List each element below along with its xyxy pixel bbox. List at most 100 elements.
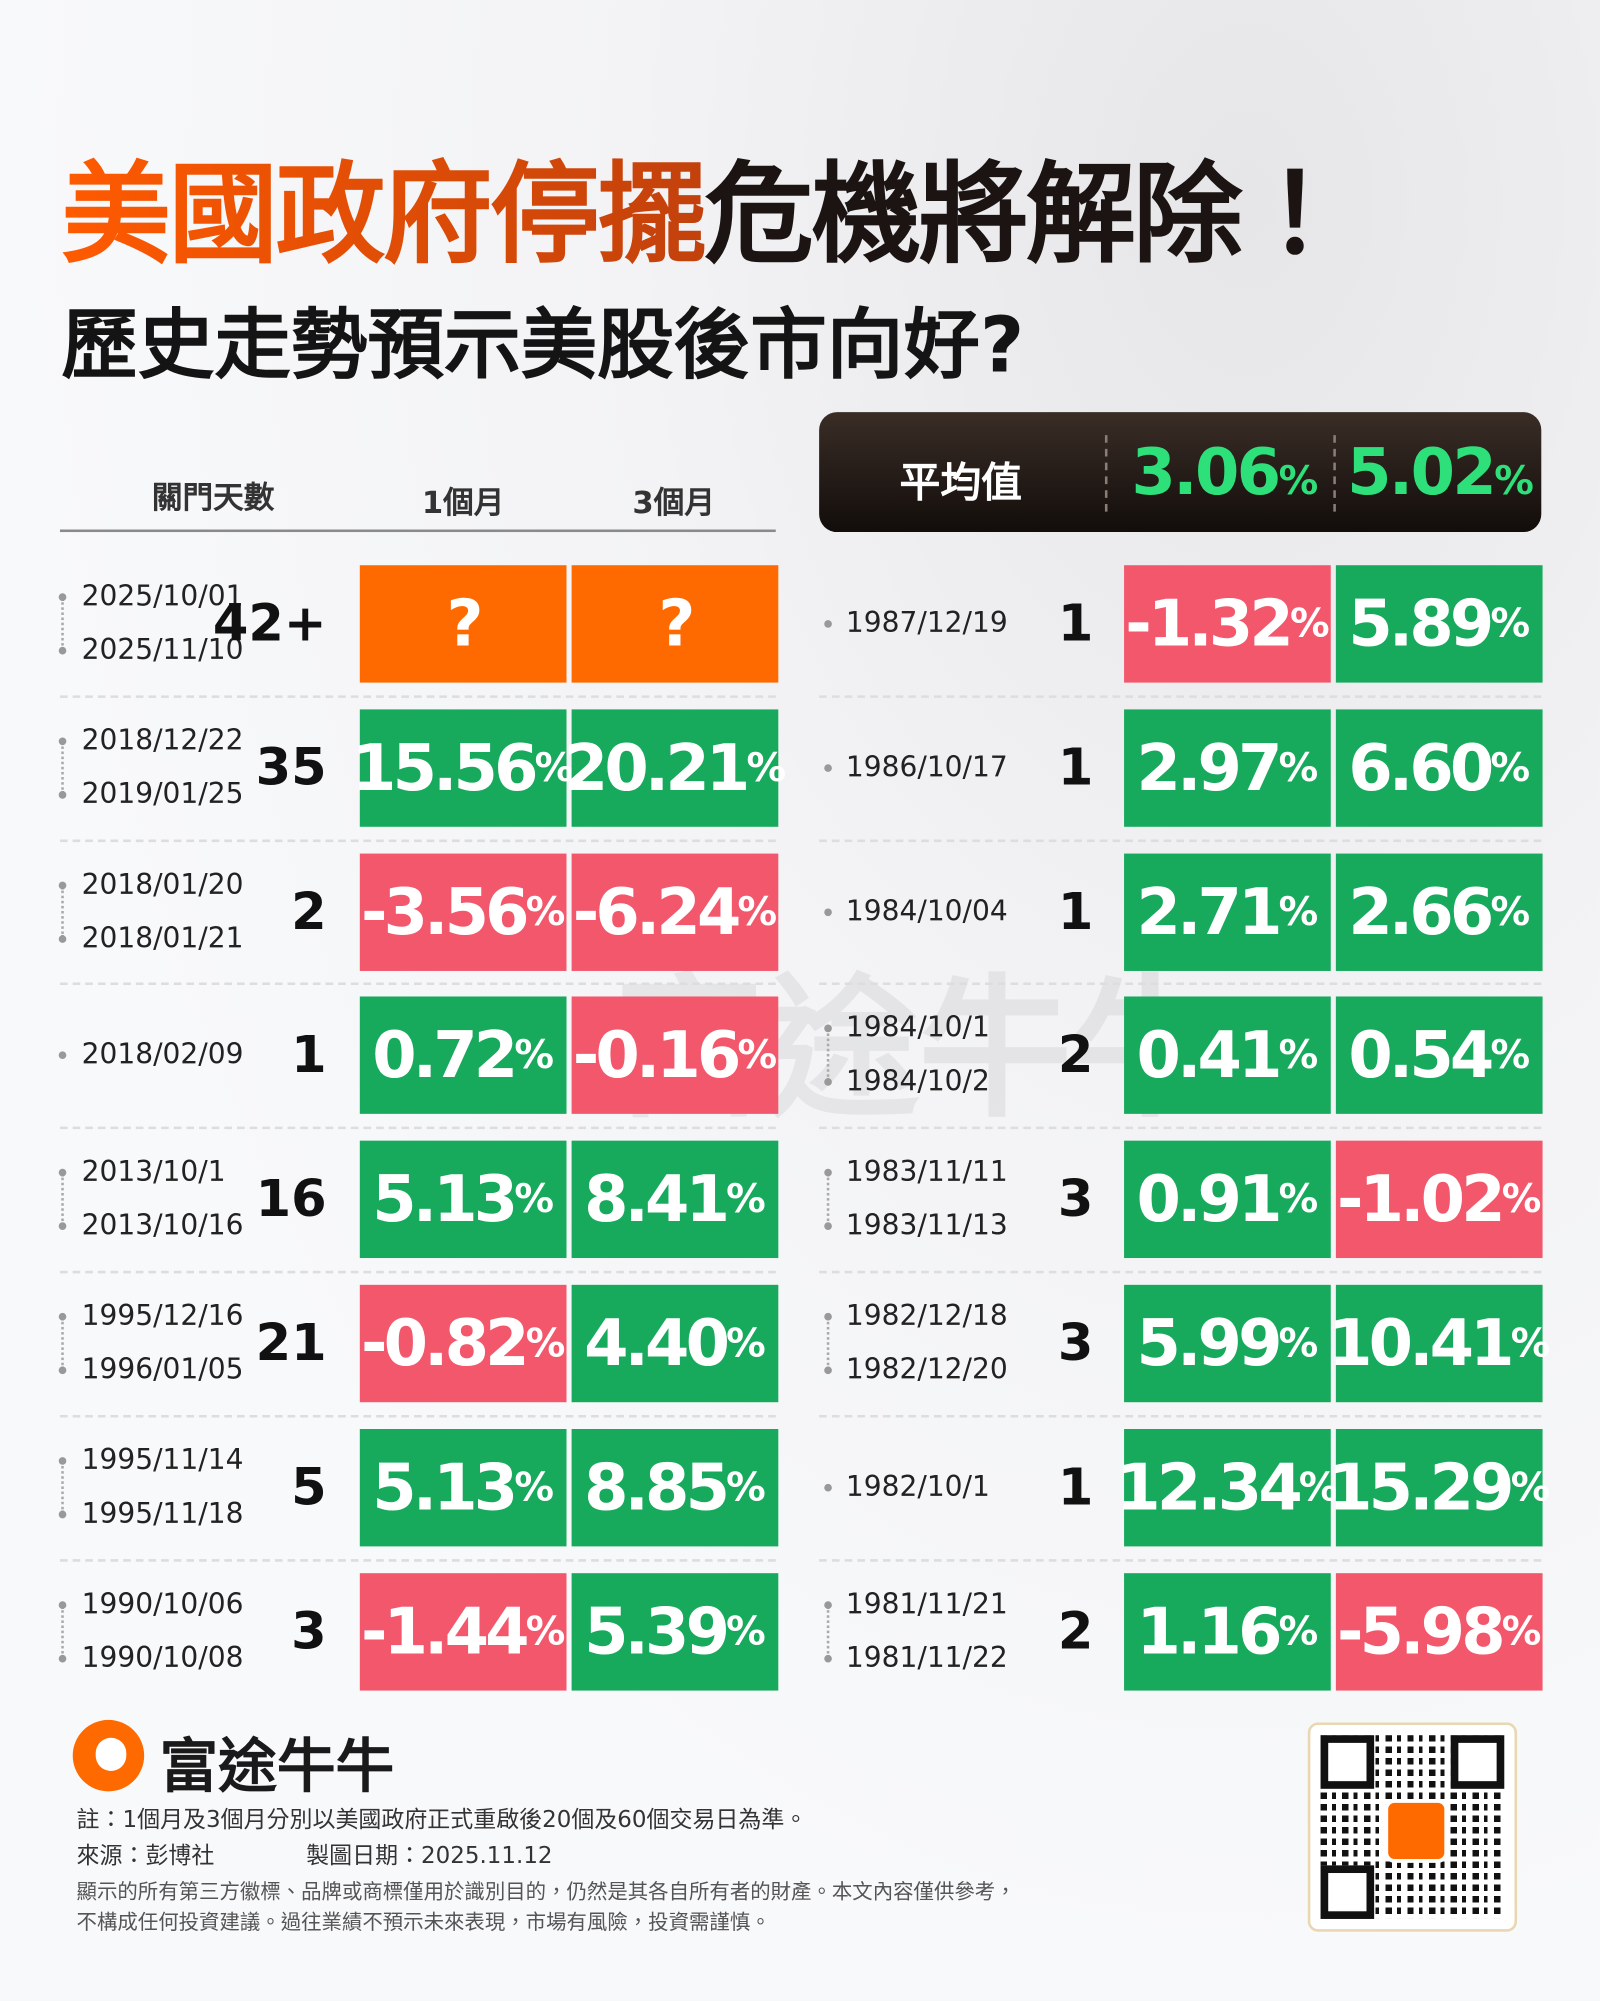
- title: 美國政府停擺危機將解除！: [61, 125, 1350, 284]
- bullet: [824, 1312, 832, 1321]
- separator: [1104, 435, 1108, 512]
- value: ?: [658, 586, 695, 661]
- date: 1981/11/21: [845, 1588, 1008, 1621]
- value: 5.99: [1136, 1306, 1283, 1381]
- connector: [61, 742, 64, 794]
- column-header: 3個月: [632, 484, 715, 521]
- value: -1.44: [360, 1594, 530, 1669]
- title-highlight: 美國政府停擺: [61, 151, 707, 280]
- date: 2018/01/21: [81, 922, 244, 955]
- shutdown-days: 1: [1057, 594, 1094, 654]
- shutdown-days: 35: [255, 738, 327, 798]
- disclaimer: 不構成任何投資建議。過往業績不預示未來表現，市場有風險，投資需謹慎。: [76, 1910, 771, 1935]
- average-1m: 3.06%: [1131, 435, 1318, 509]
- value: 5.39: [584, 1594, 730, 1669]
- bullet: [824, 1366, 832, 1375]
- date: 2019/01/25: [81, 778, 244, 811]
- value: 2.97: [1136, 730, 1283, 805]
- row-divider: [819, 1126, 1542, 1130]
- date: 1996/01/05: [81, 1354, 244, 1387]
- unit: %: [726, 1176, 766, 1223]
- unit: %: [525, 1320, 566, 1367]
- bullet: [824, 1654, 832, 1662]
- unit: %: [1289, 600, 1330, 647]
- unit: %: [1501, 1176, 1542, 1223]
- date: 1982/12/20: [845, 1354, 1008, 1387]
- value: -6.24: [572, 874, 742, 949]
- value: -1.02: [1337, 1162, 1506, 1237]
- average-label: 平均值: [899, 458, 1023, 507]
- shutdown-days: 42+: [212, 594, 327, 654]
- connector: [61, 1605, 64, 1657]
- connector: [61, 1174, 64, 1226]
- value: 6.60: [1348, 730, 1494, 805]
- connector: [61, 1461, 64, 1513]
- value: 0.72: [372, 1018, 518, 1093]
- value: 5.13: [372, 1162, 518, 1237]
- value: 4.40: [584, 1306, 730, 1381]
- title-rest: 危機將解除！: [704, 151, 1350, 280]
- bullet: [824, 620, 832, 628]
- return-cell: 5.89%: [1335, 565, 1543, 683]
- return-cell: 5.13%: [359, 1428, 567, 1547]
- return-cell: 1.16%: [1124, 1572, 1331, 1691]
- column-header: 關門天數: [151, 479, 275, 516]
- row-divider: [59, 695, 776, 698]
- chart-date: 製圖日期：2025.11.12: [306, 1842, 553, 1870]
- return-cell: 5.99%: [1124, 1284, 1331, 1403]
- return-cell: 20.21%: [564, 709, 786, 827]
- return-cell: 0.54%: [1335, 996, 1543, 1115]
- date: 1990/10/08: [81, 1642, 244, 1675]
- return-cell: 2.66%: [1335, 853, 1543, 971]
- connector: [826, 1030, 830, 1082]
- subtitle: 歷史走勢預示美股後市向好?: [61, 301, 1025, 391]
- return-cell: 2.97%: [1124, 709, 1331, 827]
- shutdown-days: 3: [1057, 1170, 1094, 1229]
- unit: %: [1490, 744, 1531, 791]
- return-cell: -1.02%: [1335, 1140, 1543, 1259]
- unit: %: [1490, 888, 1531, 935]
- shutdown-days: 1: [1057, 1458, 1094, 1517]
- connector: [826, 1174, 830, 1226]
- return-cell: -6.24%: [571, 853, 779, 971]
- return-cell: ?: [359, 565, 567, 683]
- qr-finder: [1320, 1735, 1375, 1789]
- brand-name: 富途牛牛: [159, 1731, 395, 1801]
- date: 1981/11/22: [845, 1642, 1008, 1675]
- unit: %: [726, 1320, 766, 1367]
- value: 5.13: [372, 1450, 518, 1525]
- row-divider: [59, 1270, 776, 1274]
- unit: %: [514, 1464, 555, 1511]
- connector: [61, 1318, 64, 1370]
- bullet: [58, 1510, 67, 1519]
- value: 2.66: [1348, 874, 1494, 949]
- bullet: [58, 1654, 67, 1662]
- bullet: [824, 1600, 832, 1609]
- brand-logo: [72, 1719, 145, 1792]
- unit: %: [726, 1608, 766, 1655]
- shutdown-days: 2: [1057, 1602, 1094, 1661]
- return-cell: 5.13%: [359, 1140, 567, 1259]
- row-divider: [59, 1126, 776, 1130]
- date: 2025/10/01: [81, 581, 244, 614]
- unit: %: [1510, 1320, 1551, 1367]
- bullet: [58, 737, 67, 745]
- date: 1983/11/11: [845, 1156, 1008, 1189]
- unit: %: [737, 888, 778, 935]
- unit: %: [514, 1032, 555, 1079]
- value: 15.29: [1328, 1450, 1514, 1525]
- return-cell: 0.91%: [1124, 1140, 1331, 1259]
- date: 2018/12/22: [81, 725, 244, 757]
- return-cell: 0.41%: [1124, 996, 1331, 1115]
- connector: [61, 598, 64, 650]
- bullet: [58, 934, 67, 943]
- return-cell: 2.71%: [1124, 853, 1331, 971]
- date: 1990/10/06: [81, 1588, 244, 1621]
- date: 1982/10/1: [845, 1471, 990, 1504]
- return-cell: 4.40%: [571, 1284, 779, 1403]
- qr-finder: [1320, 1865, 1375, 1919]
- disclaimer: 顯示的所有第三方徽標、品牌或商標僅用於識別目的，仍然是其各自所有者的財產。本文內…: [76, 1879, 1016, 1904]
- shutdown-days: 2: [1057, 1026, 1094, 1086]
